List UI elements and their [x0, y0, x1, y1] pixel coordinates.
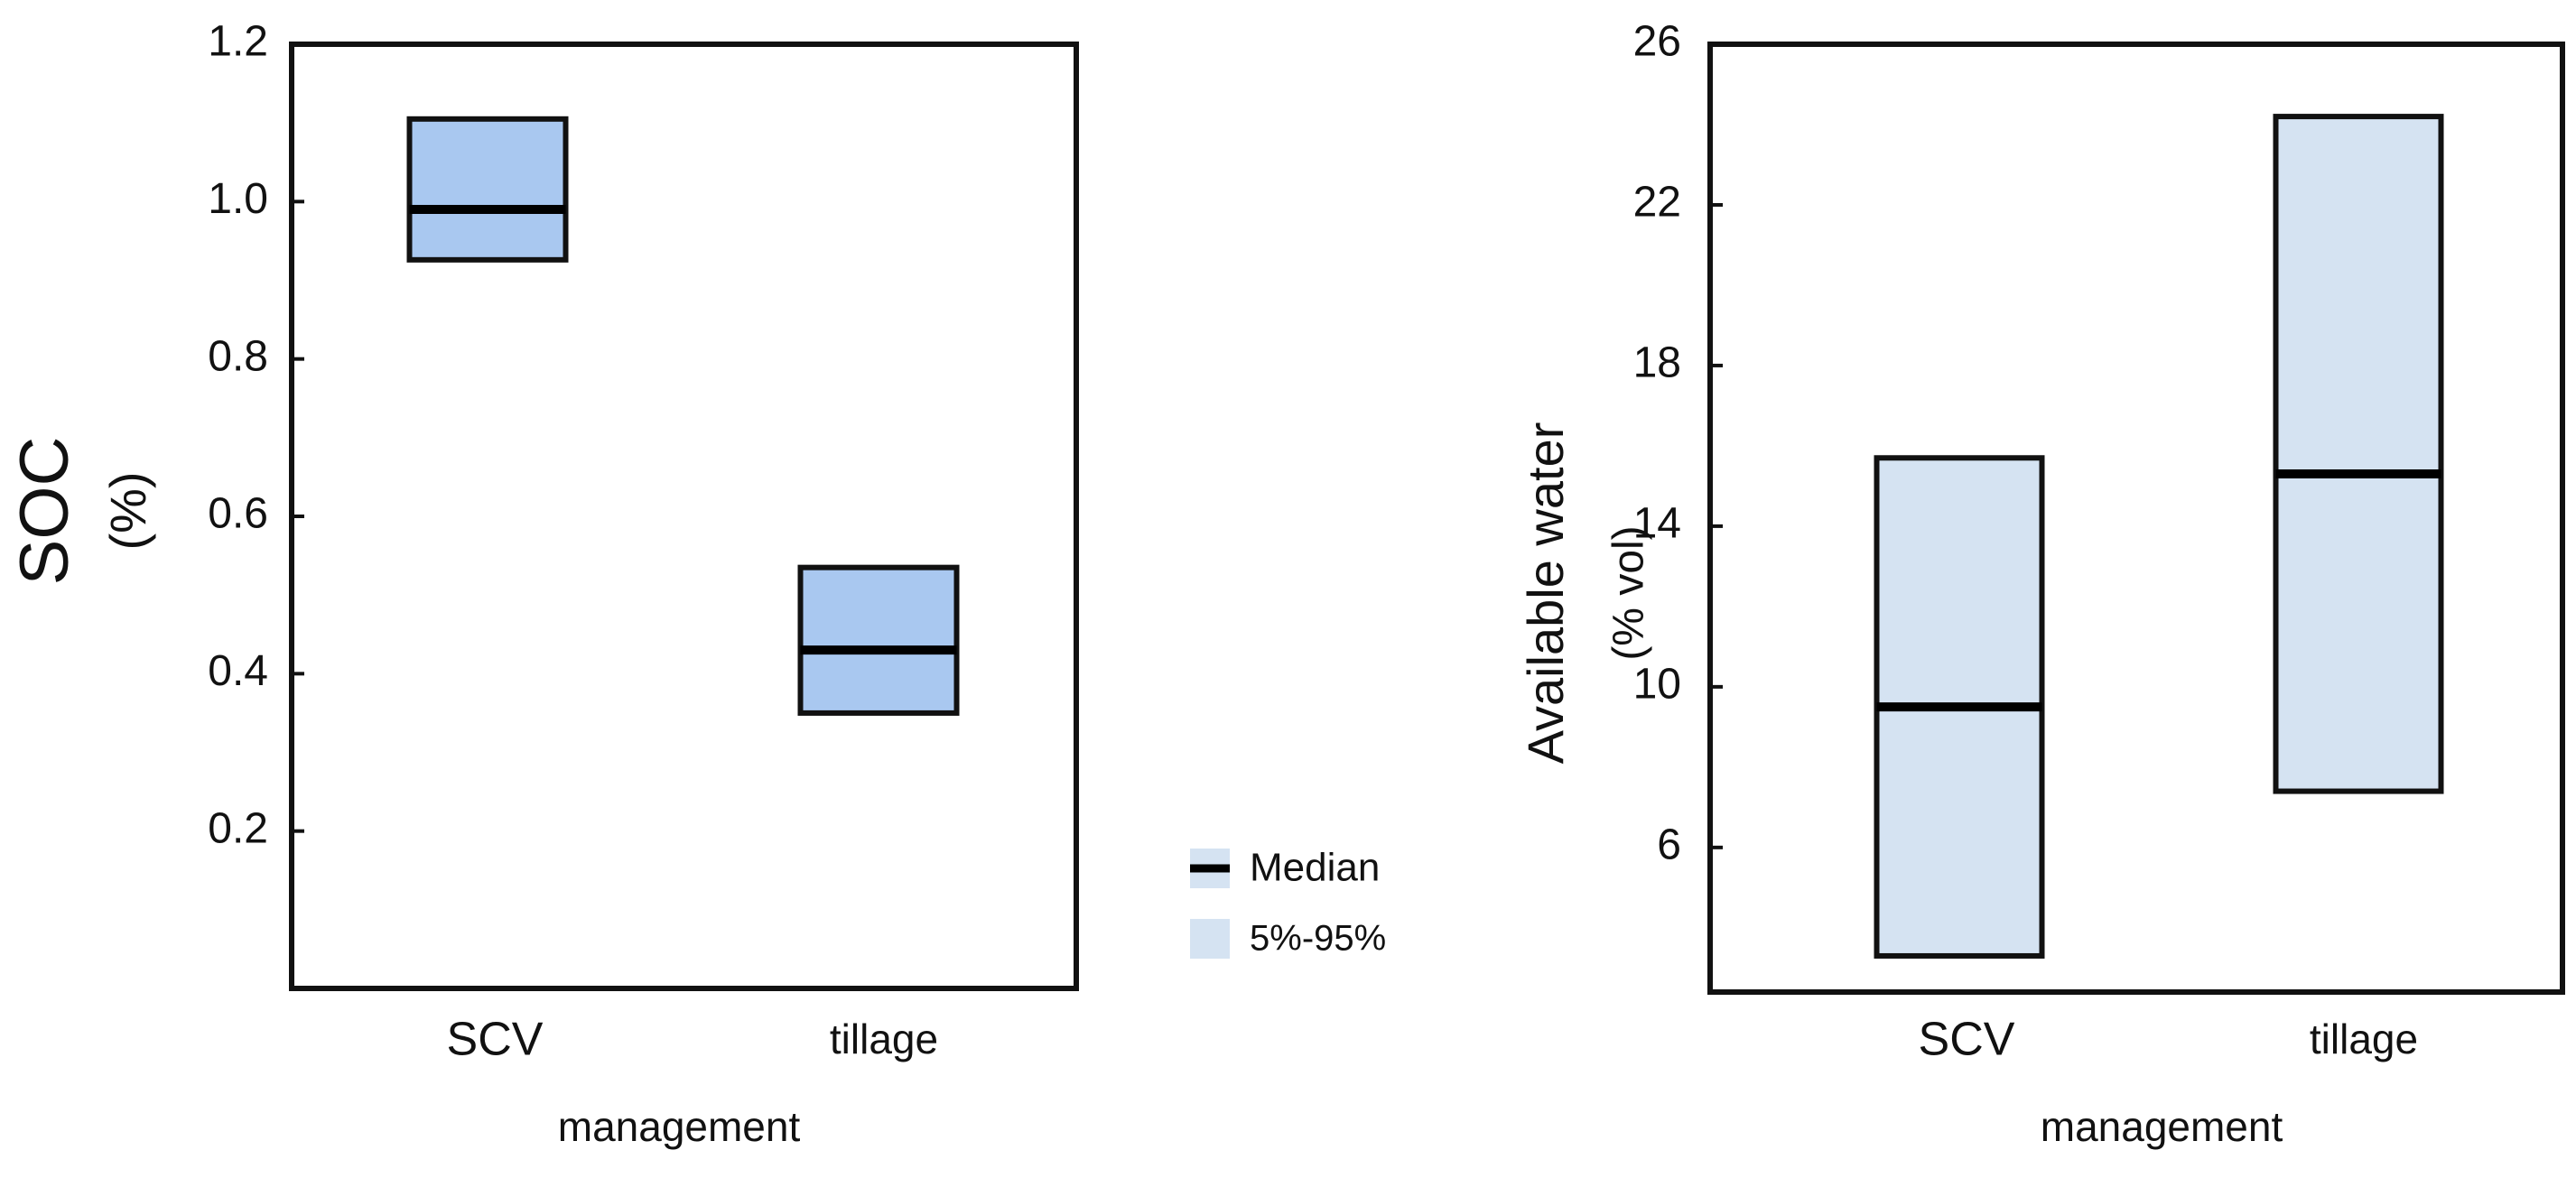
y-tick-label: 0.2	[208, 804, 268, 852]
legend-range-label: 5%-95%	[1250, 919, 1386, 959]
x-tick-label: SCV	[1919, 1014, 2015, 1066]
y-tick-label: 0.8	[208, 332, 268, 380]
y-tick-label: 26	[1633, 18, 1681, 66]
y-tick-label: 6	[1657, 821, 1681, 869]
y-tick-label: 14	[1633, 500, 1681, 548]
box	[406, 116, 569, 263]
x-axis-title: management	[558, 1103, 801, 1150]
y-tick-label: 0.4	[208, 647, 268, 695]
y-tick-label: 18	[1633, 339, 1681, 387]
y-tick-label: 10	[1633, 661, 1681, 709]
y-tick-label: 1.2	[208, 18, 268, 66]
y-tick-label: 1.0	[208, 175, 268, 223]
y-axis-title: SOC	[6, 437, 83, 586]
box	[797, 564, 960, 716]
y-axis-title: (% vol)	[1605, 525, 1653, 660]
x-tick-label: tillage	[830, 1016, 938, 1062]
y-axis-title: (%)	[99, 471, 156, 550]
y-tick-label: 22	[1633, 179, 1681, 227]
y-axis-title: Available water	[1517, 422, 1574, 765]
plot-frame	[1707, 42, 2565, 995]
x-tick-label: SCV	[447, 1014, 544, 1066]
legend-range-swatch	[1190, 919, 1230, 959]
box	[2273, 114, 2444, 794]
y-tick-label: 0.6	[208, 490, 268, 538]
x-axis-title: management	[2041, 1103, 2283, 1150]
legend-median-label: Median	[1250, 846, 1380, 890]
x-tick-label: tillage	[2310, 1016, 2418, 1062]
